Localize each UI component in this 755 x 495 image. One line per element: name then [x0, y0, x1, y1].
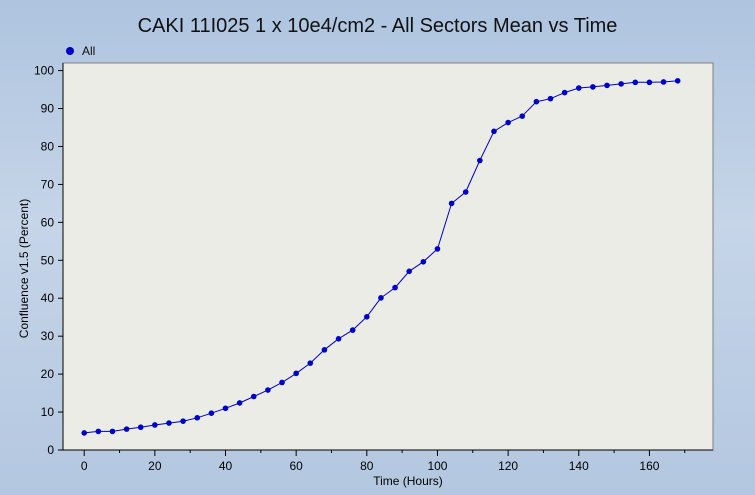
data-point	[378, 295, 384, 301]
data-point	[293, 370, 299, 377]
x-tick-label: 160	[639, 459, 659, 473]
data-point	[604, 82, 610, 89]
data-point	[123, 426, 130, 432]
data-point	[533, 98, 540, 105]
data-point	[505, 119, 511, 126]
data-point	[166, 420, 172, 426]
data-point	[519, 113, 526, 119]
x-tick-label: 80	[360, 459, 374, 473]
y-tick-label: 100	[34, 64, 54, 78]
data-point	[81, 430, 87, 436]
y-tick-label: 40	[41, 291, 55, 305]
data-point	[491, 128, 497, 135]
plot-area	[62, 62, 714, 451]
data-point	[364, 314, 370, 320]
data-point	[434, 246, 441, 252]
x-axis-title: Time (Hours)	[373, 474, 443, 488]
data-point	[632, 79, 639, 86]
y-tick-label: 70	[41, 177, 55, 191]
legend-marker-icon	[66, 47, 74, 55]
data-point	[279, 379, 285, 386]
data-point	[250, 393, 257, 400]
chart-title: CAKI 11I025 1 x 10e4/cm2 - All Sectors M…	[137, 15, 618, 37]
data-point	[448, 200, 455, 207]
x-tick-label: 60	[289, 459, 303, 473]
data-point	[660, 79, 667, 85]
data-point	[222, 405, 229, 412]
data-point	[321, 347, 328, 353]
data-point	[477, 157, 483, 164]
data-point	[349, 327, 356, 333]
data-point	[618, 81, 624, 87]
x-tick-label: 120	[498, 459, 518, 473]
data-point	[236, 400, 243, 406]
data-point	[152, 422, 158, 428]
data-point	[392, 284, 398, 291]
y-tick-label: 0	[47, 443, 54, 457]
x-tick-label: 40	[219, 459, 233, 473]
y-tick-label: 60	[41, 215, 55, 229]
x-tick-label: 100	[427, 459, 447, 473]
data-point	[561, 89, 568, 96]
data-point	[265, 387, 271, 393]
data-point	[335, 336, 342, 342]
data-point	[547, 95, 554, 102]
data-point	[95, 428, 102, 435]
legend: All	[66, 44, 95, 58]
x-tick-label: 0	[81, 459, 88, 473]
y-tick-label: 30	[41, 329, 55, 343]
y-tick-label: 90	[41, 102, 55, 116]
y-axis-title: Confluence v1.5 (Percent)	[17, 199, 31, 338]
legend-label: All	[82, 44, 96, 58]
data-point	[646, 79, 653, 86]
data-point	[575, 85, 582, 91]
y-tick-label: 20	[41, 367, 55, 381]
x-tick-label: 140	[569, 459, 589, 473]
y-tick-label: 10	[41, 405, 55, 419]
data-point	[420, 259, 427, 265]
data-point	[674, 78, 681, 84]
data-point	[137, 424, 144, 431]
y-tick-label: 80	[41, 139, 55, 153]
data-point	[462, 189, 469, 195]
y-tick-label: 50	[41, 253, 55, 267]
data-point	[180, 418, 186, 424]
data-point	[109, 428, 116, 435]
data-point	[208, 410, 215, 416]
data-point	[590, 84, 596, 90]
data-point	[406, 268, 412, 275]
data-point	[194, 414, 201, 421]
data-point	[307, 360, 314, 366]
x-tick-label: 20	[148, 459, 162, 473]
